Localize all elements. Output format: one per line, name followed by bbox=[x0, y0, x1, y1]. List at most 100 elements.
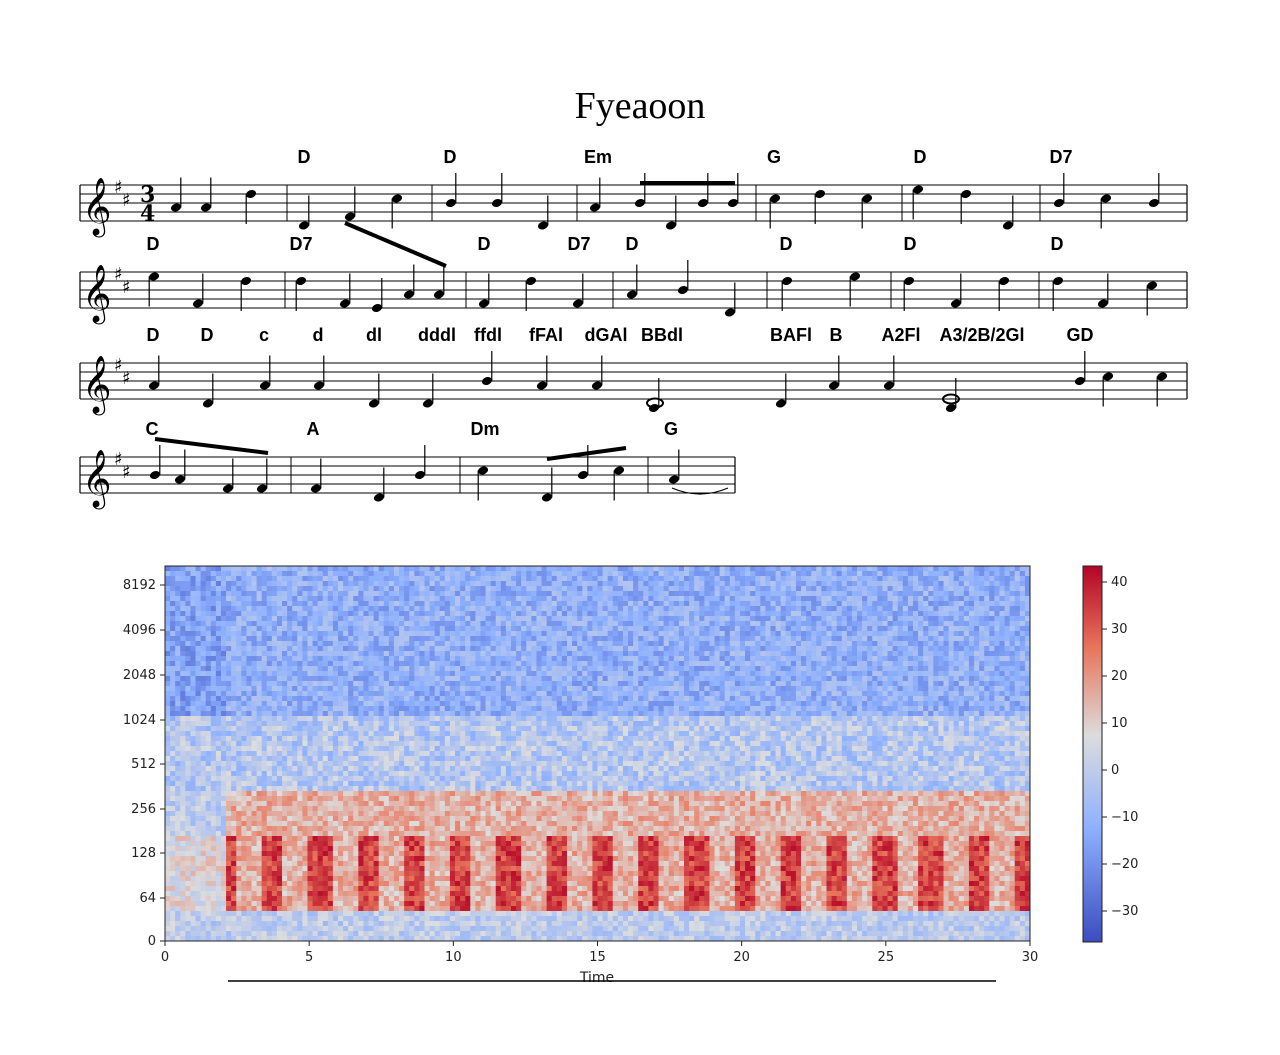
spectrogram-cell bbox=[236, 886, 242, 892]
spectrogram-cell bbox=[261, 861, 268, 867]
spectrogram-cell bbox=[399, 921, 405, 927]
spectrogram-cell bbox=[236, 681, 242, 687]
spectrogram-cell bbox=[419, 896, 425, 902]
spectrogram-cell bbox=[383, 806, 390, 812]
spectrogram-cell bbox=[287, 681, 293, 687]
spectrogram-cell bbox=[282, 681, 288, 687]
spectrogram-cell bbox=[180, 726, 186, 732]
spectrogram-cell bbox=[251, 651, 257, 657]
spectrogram-cell bbox=[297, 701, 303, 707]
spectrogram-cell bbox=[256, 911, 263, 917]
spectrogram-cell bbox=[409, 831, 415, 837]
spectrogram-cell bbox=[399, 676, 405, 682]
spectrogram-cell bbox=[358, 761, 364, 767]
spectrogram-cell bbox=[383, 876, 390, 882]
spectrogram-cell bbox=[175, 836, 181, 842]
spectrogram-cell bbox=[465, 691, 471, 697]
spectrogram-cell bbox=[200, 796, 207, 802]
spectrogram-cell bbox=[231, 571, 237, 577]
spectrogram-cell bbox=[388, 566, 395, 572]
spectrogram-cell bbox=[231, 626, 237, 632]
spectrogram-cell bbox=[414, 746, 420, 752]
spectrogram-cell bbox=[215, 651, 222, 657]
spectrogram-cell bbox=[226, 751, 232, 757]
spectrogram-cell bbox=[419, 781, 425, 787]
spectrogram-cell bbox=[220, 801, 227, 807]
spectrogram-cell bbox=[251, 616, 257, 622]
spectrogram-cell bbox=[449, 691, 456, 697]
spectrogram-cell bbox=[246, 661, 252, 667]
spectrogram-cell bbox=[185, 926, 191, 932]
spectrogram-cell bbox=[282, 601, 288, 607]
spectrogram-cell bbox=[261, 811, 268, 817]
spectrogram-cell bbox=[312, 696, 319, 702]
spectrogram-cell bbox=[439, 611, 446, 617]
spectrogram-cell bbox=[455, 641, 461, 647]
spectrogram-cell bbox=[256, 836, 263, 842]
spectrogram-cell bbox=[470, 781, 476, 787]
spectrogram-cell bbox=[353, 566, 359, 572]
spectrogram-cell bbox=[332, 891, 339, 897]
spectrogram-cell bbox=[393, 641, 400, 647]
spectrogram-cell bbox=[343, 621, 349, 627]
spectrogram-cell bbox=[455, 891, 461, 897]
spectrogram-cell bbox=[378, 786, 385, 792]
spectrogram-cell bbox=[282, 866, 288, 872]
spectrogram-cell bbox=[190, 831, 196, 837]
spectrogram-cell bbox=[241, 886, 247, 892]
spectrogram-cell bbox=[449, 696, 456, 702]
spectrogram-cell bbox=[307, 796, 313, 802]
spectrogram-cell bbox=[261, 766, 268, 772]
spectrogram-cell bbox=[475, 811, 481, 817]
spectrogram-cell bbox=[424, 671, 430, 677]
spectrogram-cell bbox=[368, 696, 375, 702]
chord-symbol: c bbox=[259, 325, 269, 345]
spectrogram-cell bbox=[170, 866, 176, 872]
spectrogram-cell bbox=[383, 841, 390, 847]
spectrogram-cell bbox=[399, 761, 405, 767]
spectrogram-cell bbox=[226, 811, 232, 817]
spectrogram-cell bbox=[241, 811, 247, 817]
spectrogram-cell bbox=[322, 566, 329, 572]
spectrogram-cell bbox=[317, 901, 324, 907]
spectrogram-cell bbox=[378, 671, 385, 677]
spectrogram-cell bbox=[327, 726, 334, 732]
spectrogram-cell bbox=[266, 786, 273, 792]
sharp-icon: ♯ bbox=[122, 277, 131, 298]
spectrogram-cell bbox=[449, 636, 456, 642]
spectrogram-cell bbox=[388, 646, 395, 652]
spectrogram-cell bbox=[465, 606, 471, 612]
spectrogram-cell bbox=[190, 906, 196, 912]
spectrogram-cell bbox=[404, 636, 410, 642]
spectrogram-cell bbox=[165, 896, 171, 902]
spectrogram-cell bbox=[439, 846, 446, 852]
spectrogram-cell bbox=[470, 846, 476, 852]
spectrogram-cell bbox=[449, 676, 456, 682]
spectrogram-cell bbox=[368, 716, 375, 722]
spectrogram-cell bbox=[424, 791, 430, 797]
spectrogram-cell bbox=[271, 866, 278, 872]
spectrogram-cell bbox=[383, 936, 390, 942]
spectrogram-cell bbox=[282, 921, 288, 927]
spectrogram-cell bbox=[200, 651, 207, 657]
spectrogram-cell bbox=[241, 921, 247, 927]
spectrogram-cell bbox=[205, 906, 212, 912]
spectrogram-cell bbox=[261, 886, 268, 892]
spectrogram-cell bbox=[378, 746, 385, 752]
spectrogram-cell bbox=[363, 836, 369, 842]
spectrogram-cell bbox=[317, 611, 324, 617]
spectrogram-cell bbox=[282, 831, 288, 837]
spectrogram-cell bbox=[465, 796, 471, 802]
spectrogram-cell bbox=[424, 701, 430, 707]
spectrogram-cell bbox=[195, 721, 202, 727]
spectrogram-cell bbox=[256, 791, 263, 797]
spectrogram-cell bbox=[368, 846, 375, 852]
spectrogram-cell bbox=[297, 836, 303, 842]
spectrogram-cell bbox=[439, 576, 446, 582]
spectrogram-cell bbox=[424, 596, 430, 602]
spectrogram-cell bbox=[480, 701, 486, 707]
spectrogram-cell bbox=[195, 671, 202, 677]
spectrogram-cell bbox=[404, 651, 410, 657]
spectrogram-cell bbox=[393, 591, 400, 597]
spectrogram-cell bbox=[266, 781, 273, 787]
